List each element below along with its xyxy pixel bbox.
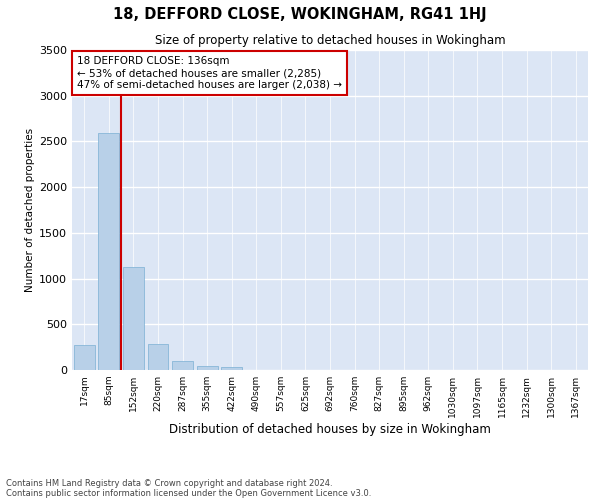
Bar [197, 366, 218, 370]
Bar [221, 368, 242, 370]
Bar [148, 344, 169, 370]
Y-axis label: Number of detached properties: Number of detached properties [25, 128, 35, 292]
Text: 18, DEFFORD CLOSE, WOKINGHAM, RG41 1HJ: 18, DEFFORD CLOSE, WOKINGHAM, RG41 1HJ [113, 8, 487, 22]
Title: Size of property relative to detached houses in Wokingham: Size of property relative to detached ho… [155, 34, 505, 48]
Text: Contains HM Land Registry data © Crown copyright and database right 2024.: Contains HM Land Registry data © Crown c… [6, 478, 332, 488]
Bar [123, 266, 144, 370]
Text: Contains public sector information licensed under the Open Government Licence v3: Contains public sector information licen… [6, 488, 371, 498]
Bar [172, 362, 193, 370]
Bar [98, 133, 119, 370]
Bar [74, 346, 95, 370]
Text: 18 DEFFORD CLOSE: 136sqm
← 53% of detached houses are smaller (2,285)
47% of sem: 18 DEFFORD CLOSE: 136sqm ← 53% of detach… [77, 56, 342, 90]
X-axis label: Distribution of detached houses by size in Wokingham: Distribution of detached houses by size … [169, 422, 491, 436]
